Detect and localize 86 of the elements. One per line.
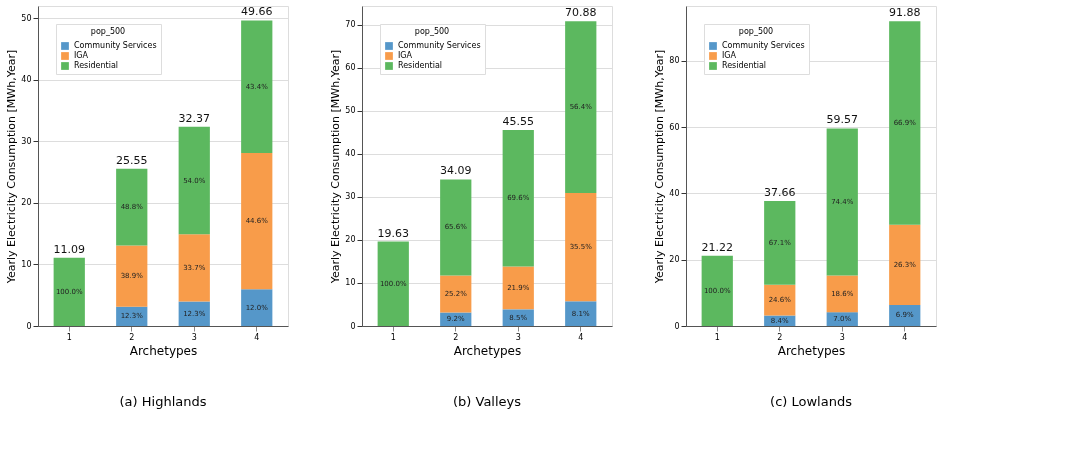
x-tick-label: 1 xyxy=(390,332,396,342)
x-tick-label: 1 xyxy=(714,332,720,342)
y-tick-label: 30 xyxy=(21,136,32,146)
text: (c) Lowlands xyxy=(770,394,853,409)
x-tick-label: 2 xyxy=(777,332,783,342)
bar xyxy=(565,301,597,326)
total-label: 25.55 xyxy=(116,153,148,167)
bar xyxy=(565,21,597,194)
y-axis-title: Yearly Electricity Consumption [MWh,Year] xyxy=(329,49,343,285)
total-label: 19.63 xyxy=(377,226,409,240)
y-tick-label: 0 xyxy=(674,321,680,331)
bar xyxy=(502,130,534,267)
legend-label: Residential xyxy=(722,61,767,70)
bar xyxy=(178,126,210,235)
bar xyxy=(178,234,210,302)
total-label: 49.66 xyxy=(241,5,273,19)
y-tick-label: 50 xyxy=(21,13,32,23)
legend-title: pop_500 xyxy=(738,27,774,36)
y-tick-label: 0 xyxy=(26,321,32,331)
bar xyxy=(889,21,921,225)
bar xyxy=(53,257,85,326)
legend-label: IGA xyxy=(398,51,413,60)
legend-label: Residential xyxy=(74,61,119,70)
y-tick-label: 0 xyxy=(350,321,356,331)
x-axis-title: Archetypes xyxy=(777,343,846,358)
total-label: 59.57 xyxy=(826,113,858,127)
y-tick-label: 20 xyxy=(21,198,32,208)
x-tick-label: 3 xyxy=(191,332,197,342)
x-axis-title: Archetypes xyxy=(129,343,198,358)
bar xyxy=(377,241,409,326)
y-tick-label: 80 xyxy=(669,56,680,66)
y-axis-title: Yearly Electricity Consumption [MWh,Year] xyxy=(5,49,19,285)
bar xyxy=(241,20,273,154)
bar xyxy=(701,255,733,326)
x-tick-label: 3 xyxy=(839,332,845,342)
text: (a) Highlands xyxy=(119,394,207,409)
x-tick-label: 1 xyxy=(66,332,72,342)
y-tick-label: 70 xyxy=(345,20,356,30)
y-tick-label: 50 xyxy=(345,106,356,116)
y-tick-label: 40 xyxy=(345,149,356,159)
bar xyxy=(241,289,273,326)
bar xyxy=(764,284,796,316)
legend-label: Community Services xyxy=(722,41,805,50)
legend-title: pop_500 xyxy=(90,27,126,36)
bar xyxy=(889,224,921,305)
x-axis-title: Archetypes xyxy=(453,343,522,358)
y-tick-label: 40 xyxy=(669,188,680,198)
text: (b) Valleys xyxy=(452,394,522,409)
y-tick-label: 60 xyxy=(669,122,680,132)
x-tick-label: 4 xyxy=(902,332,908,342)
y-tick-label: 30 xyxy=(345,192,356,202)
bar xyxy=(241,153,273,290)
x-tick-label: 4 xyxy=(578,332,584,342)
total-label: 70.88 xyxy=(565,6,597,20)
x-tick-label: 2 xyxy=(129,332,135,342)
y-axis-title: Yearly Electricity Consumption [MWh,Year] xyxy=(653,49,667,285)
total-label: 34.09 xyxy=(440,164,472,178)
y-tick-label: 60 xyxy=(345,63,356,73)
total-label: 21.22 xyxy=(701,240,733,254)
y-tick-label: 20 xyxy=(669,255,680,265)
bar xyxy=(502,266,534,310)
y-tick-label: 20 xyxy=(345,235,356,245)
bar xyxy=(116,168,148,246)
total-label: 32.37 xyxy=(178,111,210,125)
y-tick-label: 10 xyxy=(345,278,356,288)
x-tick-label: 4 xyxy=(254,332,260,342)
bar xyxy=(565,193,597,302)
legend-label: Community Services xyxy=(74,41,157,50)
x-tick-label: 3 xyxy=(515,332,521,342)
bar xyxy=(116,245,148,307)
legend-label: Community Services xyxy=(398,41,481,50)
total-label: 37.66 xyxy=(764,186,796,200)
bar xyxy=(440,179,472,276)
total-label: 45.55 xyxy=(502,115,534,129)
y-tick-label: 40 xyxy=(21,75,32,85)
legend-label: IGA xyxy=(722,51,737,60)
total-label: 91.88 xyxy=(889,6,921,20)
x-tick-label: 2 xyxy=(453,332,459,342)
legend-label: IGA xyxy=(74,51,89,60)
legend-title: pop_500 xyxy=(414,27,450,36)
total-label: 11.09 xyxy=(53,242,85,256)
bar xyxy=(826,128,858,276)
legend-label: Residential xyxy=(398,61,443,70)
y-tick-label: 10 xyxy=(21,259,32,269)
bar xyxy=(764,201,796,285)
bar xyxy=(826,275,858,313)
